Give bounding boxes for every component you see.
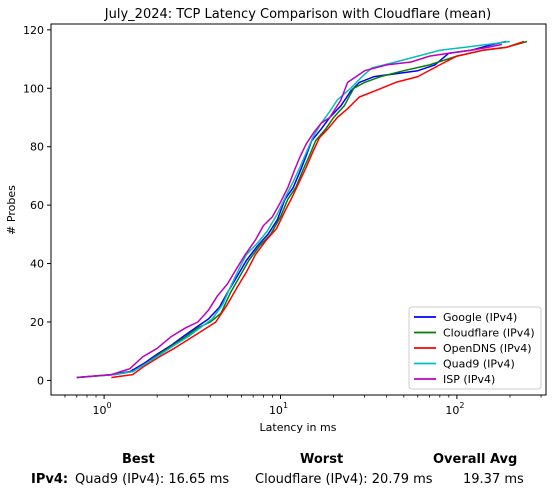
series-line-google-ipv4: [76, 40, 507, 379]
x-tick-label: 102: [445, 401, 464, 417]
plot-frame: [50, 23, 547, 396]
overall-header: Overall Avg: [433, 452, 518, 467]
series-line-cloudflare-ipv4: [76, 40, 528, 379]
overall-value: 19.37 ms: [463, 472, 524, 487]
legend-label: Google (IPv4): [443, 311, 517, 324]
y-tick-label: 120: [23, 24, 44, 37]
series-line-quad9-ipv4: [76, 40, 511, 379]
x-axis-title: Latency in ms: [260, 421, 337, 434]
legend-label: Cloudflare (IPv4): [443, 327, 535, 340]
y-tick-label: 60: [30, 199, 44, 212]
worst-value: Cloudflare (IPv4): 20.79 ms: [255, 472, 433, 487]
legend: Google (IPv4) Cloudflare (IPv4) OpenDNS (I…: [408, 306, 542, 390]
y-tick-label: 0: [37, 374, 44, 387]
y-tick-label: 100: [23, 82, 44, 95]
series-line-opendns-ipv4: [111, 40, 525, 379]
stats-summary: Best Worst Overall Avg IPv4: Quad9 (IPv4…: [0, 448, 555, 494]
y-tick-label: 20: [30, 316, 44, 329]
legend-box: [408, 306, 542, 390]
worst-header: Worst: [300, 452, 344, 467]
axis-ticks: 0 20 40 60 80 100 120 100 101 102: [23, 24, 542, 417]
legend-label: ISP (IPv4): [443, 373, 495, 386]
series-line-isp-ipv4: [76, 43, 503, 379]
x-tick-label: 100: [93, 401, 112, 417]
series-lines: [76, 40, 528, 379]
legend-label: Quad9 (IPv4): [443, 358, 515, 371]
x-tick-label: 101: [269, 401, 288, 417]
row-label: IPv4:: [31, 472, 69, 487]
legend-label: OpenDNS (IPv4): [443, 342, 532, 355]
best-header: Best: [122, 452, 155, 467]
y-tick-label: 40: [30, 258, 44, 271]
latency-chart: July_2024: TCP Latency Comparison with C…: [5, 7, 547, 434]
best-value: Quad9 (IPv4): 16.65 ms: [75, 472, 230, 487]
y-tick-label: 80: [30, 141, 44, 154]
y-axis-title: # Probes: [5, 185, 18, 235]
chart-title: July_2024: TCP Latency Comparison with C…: [104, 7, 491, 22]
